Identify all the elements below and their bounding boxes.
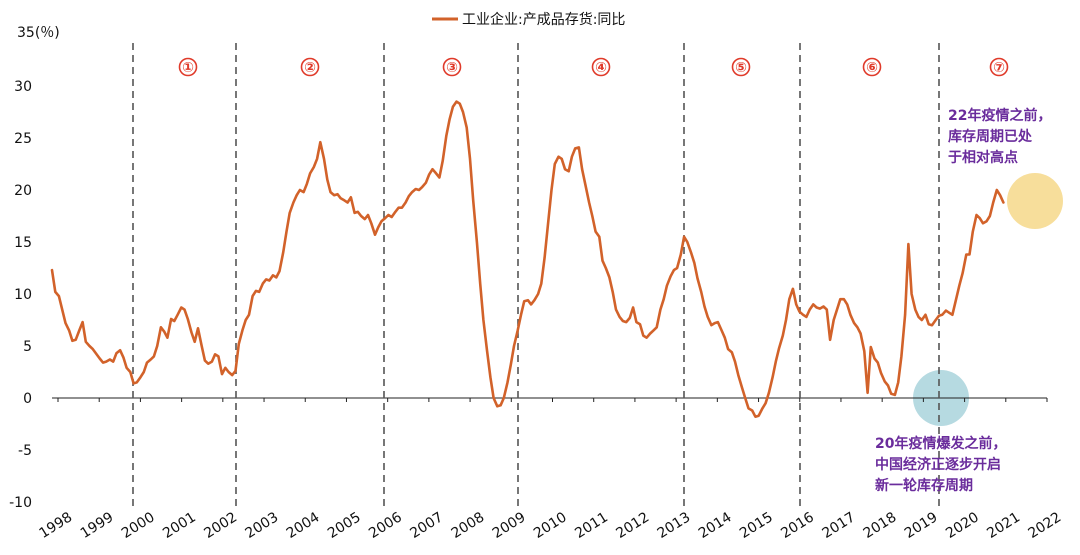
x-tick-label: 2009 [490, 509, 529, 541]
phase-label: ⑤ [735, 60, 747, 76]
y-tick-label: 25 [14, 131, 32, 147]
y-tick-label: 15 [14, 235, 32, 251]
y-tick-label: -5 [18, 443, 32, 459]
y-axis-label: 35(％) [17, 25, 60, 41]
x-tick-label: 2011 [572, 509, 611, 541]
phase-label: ⑦ [993, 60, 1005, 76]
annotation-line: 22年疫情之前， [948, 107, 1051, 124]
annotation-line: 20年疫情爆发之前， [875, 435, 1006, 452]
x-tick-label: 2007 [407, 509, 446, 541]
x-tick-label: 2017 [819, 509, 858, 541]
y-tick-label: -10 [9, 495, 32, 511]
x-tick-label: 2014 [696, 509, 735, 541]
y-tick-label: 5 [23, 339, 32, 355]
x-tick-label: 2008 [449, 509, 488, 541]
phase-label: ② [304, 60, 316, 76]
x-tick-label: 2012 [613, 509, 652, 541]
x-tick-label: 2021 [984, 509, 1023, 541]
y-tick-label: 20 [14, 183, 32, 199]
phase-badge [862, 57, 882, 77]
x-tick-label: 2004 [284, 509, 323, 541]
highlight-circle [1007, 173, 1063, 229]
x-tick-label: 2000 [119, 509, 158, 541]
phase-label: ③ [446, 60, 458, 76]
y-tick-label: 10 [14, 287, 32, 303]
x-tick-label: 2020 [943, 509, 982, 541]
y-tick-label: 30 [14, 79, 32, 95]
phase-label: ⑥ [866, 60, 878, 76]
x-tick-label: 2005 [325, 509, 364, 541]
phase-badge [300, 57, 320, 77]
phase-badge [178, 57, 198, 77]
x-tick-label: 2022 [1026, 509, 1065, 541]
phase-label: ④ [595, 60, 607, 76]
x-tick-label: 2013 [655, 509, 694, 541]
x-tick-label: 2002 [201, 509, 240, 541]
phase-badge [442, 57, 462, 77]
x-tick-label: 2001 [160, 509, 199, 541]
annotation-line: 中国经济正逐步开启 [875, 456, 1001, 473]
annotation-line: 库存周期已处 [948, 128, 1033, 145]
phase-badge [989, 57, 1009, 77]
x-tick-label: 2006 [366, 509, 405, 541]
phase-labels: ① ② ③ ④ ⑤ ⑥ ⑦ [178, 57, 1009, 77]
highlight-circles [913, 173, 1063, 426]
phase-badge [591, 57, 611, 77]
phase-badge [731, 57, 751, 77]
legend: 工业企业:产成品存货:同比 [432, 11, 625, 28]
x-tick-label: 1998 [37, 509, 76, 541]
y-tick-label: 0 [23, 391, 32, 407]
x-tick-label: 2010 [531, 509, 570, 541]
y-axis: -10 -5 0 5 10 15 20 25 30 [9, 79, 1047, 511]
x-tick-label: 2015 [737, 509, 776, 541]
x-tick-label: 1999 [78, 509, 117, 541]
annotation-line: 新一轮库存周期 [875, 477, 973, 494]
inventory-yoy-line [50, 100, 1005, 418]
phase-label: ① [182, 60, 194, 76]
x-tick-label: 2019 [902, 509, 941, 541]
annotation-line: 于相对高点 [948, 149, 1018, 166]
x-tick-label: 2003 [243, 509, 282, 541]
phase-dividers [132, 43, 940, 510]
legend-label: 工业企业:产成品存货:同比 [462, 11, 625, 28]
x-tick-label: 2018 [861, 509, 900, 541]
x-tick-label: 2016 [778, 509, 817, 541]
